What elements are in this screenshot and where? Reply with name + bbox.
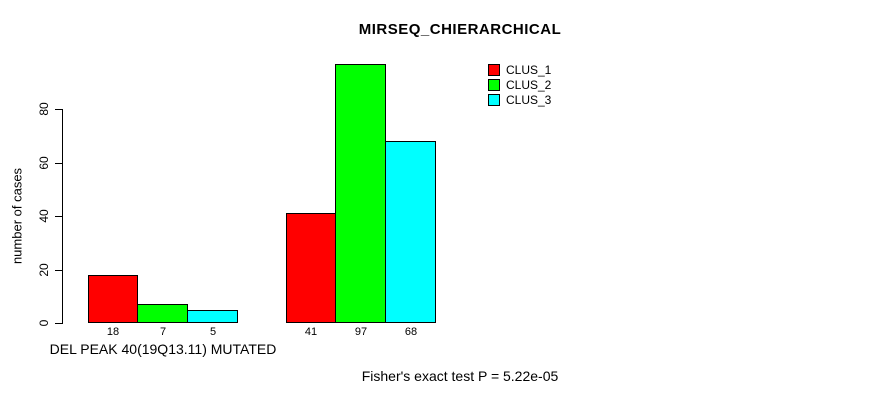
y-tick-label: 0 (37, 319, 51, 327)
legend-label: CLUS_3 (506, 92, 552, 107)
legend-item-clus_1: CLUS_1 (488, 62, 551, 77)
legend-swatch-icon (488, 93, 500, 106)
bar-value-label: 5 (209, 326, 217, 338)
bar-value-label: 97 (354, 326, 368, 338)
y-axis-title: number of cases (9, 167, 25, 265)
y-tick-label: 60 (37, 156, 51, 170)
bar-clus_3-group1 (187, 310, 238, 323)
bar-clus_3-group2 (385, 141, 436, 323)
y-tick-mark (55, 270, 62, 271)
y-tick-mark (55, 323, 62, 324)
legend-label: CLUS_1 (506, 62, 552, 77)
legend-item-clus_3: CLUS_3 (488, 92, 551, 107)
bar-value-label: 7 (159, 326, 167, 338)
y-tick-label: 80 (37, 102, 51, 116)
x-category-label: DEL PEAK 40(19Q13.11) MUTATED (49, 341, 277, 357)
legend-item-clus_2: CLUS_2 (488, 77, 551, 92)
chart-title: MIRSEQ_CHIERARCHICAL (358, 21, 562, 38)
bar-clus_1-group2 (286, 213, 336, 323)
bar-value-label: 41 (304, 326, 318, 338)
y-tick-label: 40 (37, 209, 51, 223)
annotation-text: Fisher's exact test P = 5.22e-05 (361, 368, 559, 384)
y-tick-mark (55, 216, 62, 217)
y-tick-mark (55, 109, 62, 110)
bar-clus_2-group2 (335, 64, 386, 323)
y-axis-line (62, 109, 63, 324)
legend-swatch-icon (488, 78, 500, 91)
y-tick-label: 20 (37, 263, 51, 277)
bar-value-label: 68 (404, 326, 418, 338)
legend-swatch-icon (488, 63, 500, 76)
legend-label: CLUS_2 (506, 77, 552, 92)
bar-value-label: 18 (106, 326, 120, 338)
y-tick-mark (55, 163, 62, 164)
legend: CLUS_1 CLUS_2 CLUS_3 (488, 62, 551, 107)
bar-clus_1-group1 (88, 275, 138, 323)
bar-clus_2-group1 (137, 304, 188, 323)
